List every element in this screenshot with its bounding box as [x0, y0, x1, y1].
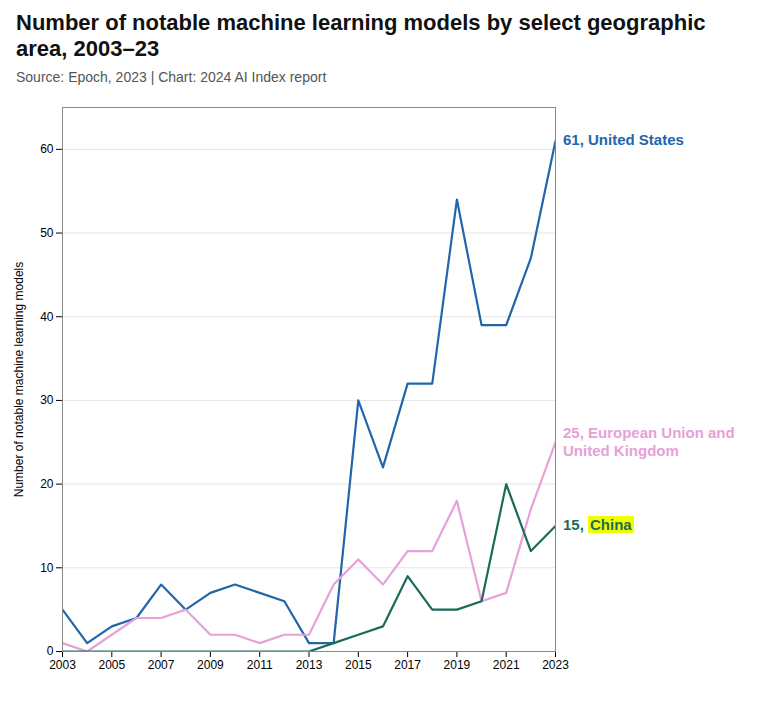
svg-text:2007: 2007 — [148, 658, 175, 672]
svg-text:2015: 2015 — [345, 658, 372, 672]
svg-text:2009: 2009 — [197, 658, 224, 672]
svg-text:20: 20 — [40, 477, 54, 491]
html-text:Source: Epoch, 2023 | Chart: 2: Source: Epoch, 2023 | Chart: 2024 AI Ind… — [16, 68, 327, 85]
svg-text:2023: 2023 — [542, 658, 569, 672]
svg-text:10: 10 — [40, 560, 54, 574]
html-text:61, United States: 61, United States — [563, 131, 684, 149]
svg-text:2019: 2019 — [444, 658, 471, 672]
svg-text:2021: 2021 — [493, 658, 520, 672]
svg-text:Number of notable machine lear: Number of notable machine learning model… — [12, 262, 26, 497]
svg-text:40: 40 — [40, 309, 54, 323]
html-text:United Kingdom: United Kingdom — [563, 441, 679, 459]
svg-text:2005: 2005 — [98, 658, 125, 672]
svg-text:30: 30 — [40, 393, 54, 407]
svg-text:60: 60 — [40, 142, 54, 156]
svg-text:2003: 2003 — [49, 658, 76, 672]
svg-text:2011: 2011 — [247, 658, 273, 672]
svg-text:2013: 2013 — [296, 658, 323, 672]
svg-text:0: 0 — [47, 644, 54, 658]
html-text:25, European Union and: 25, European Union and — [563, 423, 735, 441]
html-text:15, China: 15, China — [563, 516, 632, 534]
html-text:Number of notable machine lear: Number of notable machine learning model… — [16, 10, 706, 62]
svg-text:50: 50 — [40, 226, 54, 240]
svg-text:2017: 2017 — [394, 658, 421, 672]
